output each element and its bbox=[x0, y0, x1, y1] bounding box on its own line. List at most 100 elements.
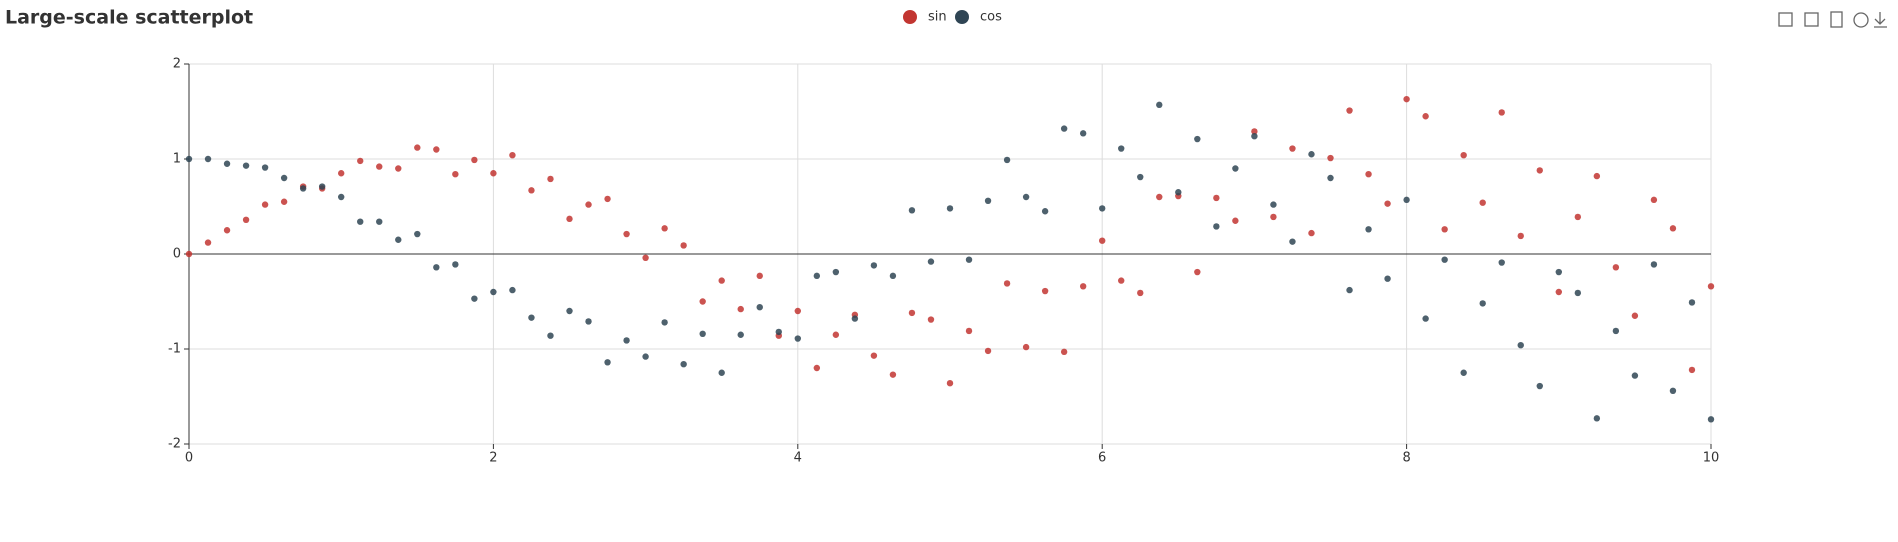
point bbox=[889, 371, 897, 378]
point bbox=[490, 170, 497, 177]
point bbox=[1688, 366, 1696, 374]
point bbox=[528, 187, 535, 194]
point bbox=[452, 171, 459, 178]
point bbox=[1175, 189, 1182, 196]
x-tick-label: 8 bbox=[1402, 451, 1410, 466]
y-tick-label: 1 bbox=[173, 152, 181, 167]
point bbox=[946, 205, 954, 212]
point bbox=[376, 163, 383, 170]
tool-save[interactable] bbox=[1874, 12, 1887, 28]
point bbox=[280, 198, 288, 205]
point bbox=[1060, 348, 1068, 356]
point bbox=[965, 327, 973, 335]
y-tick-label: -1 bbox=[168, 342, 181, 357]
point bbox=[642, 353, 649, 360]
y-tick-label: 2 bbox=[173, 57, 181, 72]
point bbox=[1365, 171, 1372, 178]
point bbox=[680, 361, 687, 368]
point bbox=[547, 332, 554, 339]
point bbox=[1650, 261, 1658, 268]
point bbox=[1041, 287, 1049, 295]
y-tick-label: 0 bbox=[173, 247, 181, 262]
point bbox=[832, 331, 840, 338]
point bbox=[1022, 343, 1030, 351]
point bbox=[1536, 167, 1543, 174]
point bbox=[1612, 264, 1620, 271]
point bbox=[1612, 327, 1620, 335]
point bbox=[927, 258, 935, 265]
point bbox=[1669, 225, 1677, 232]
point bbox=[1688, 299, 1696, 306]
point bbox=[261, 164, 269, 171]
point bbox=[223, 160, 231, 167]
tool-zoom[interactable] bbox=[1778, 12, 1793, 27]
tool-data-view[interactable] bbox=[1830, 11, 1843, 28]
point bbox=[1156, 101, 1163, 109]
point bbox=[1327, 154, 1334, 162]
point bbox=[1060, 125, 1068, 132]
series-0 bbox=[185, 95, 1715, 387]
point bbox=[1631, 372, 1639, 379]
x-tick-label: 4 bbox=[794, 451, 802, 466]
point bbox=[566, 307, 573, 315]
point bbox=[775, 328, 782, 336]
point bbox=[1593, 172, 1601, 180]
point bbox=[623, 230, 630, 238]
point bbox=[1555, 268, 1563, 276]
point bbox=[1003, 156, 1011, 164]
point bbox=[794, 307, 801, 315]
point bbox=[1118, 145, 1125, 152]
point bbox=[1327, 174, 1334, 182]
point bbox=[509, 152, 516, 159]
point bbox=[1593, 415, 1601, 422]
legend-label: cos bbox=[980, 10, 1002, 25]
point bbox=[1555, 288, 1563, 296]
point bbox=[870, 352, 878, 359]
point bbox=[1384, 200, 1391, 207]
point bbox=[376, 218, 383, 225]
point bbox=[1403, 196, 1410, 204]
point bbox=[680, 242, 687, 249]
point bbox=[547, 175, 554, 183]
point bbox=[927, 316, 935, 323]
point bbox=[1289, 238, 1296, 245]
point bbox=[756, 304, 763, 311]
point bbox=[984, 197, 992, 204]
point bbox=[1251, 128, 1258, 135]
point bbox=[1650, 196, 1658, 204]
x-tick-label: 6 bbox=[1098, 451, 1106, 466]
point bbox=[699, 298, 706, 305]
point bbox=[299, 185, 307, 192]
point bbox=[1137, 173, 1144, 181]
point bbox=[737, 331, 744, 338]
point bbox=[204, 155, 212, 163]
point bbox=[756, 272, 763, 280]
point bbox=[1631, 312, 1639, 319]
tool-restore[interactable] bbox=[1853, 12, 1869, 28]
point bbox=[1289, 145, 1296, 152]
point bbox=[185, 155, 193, 163]
point bbox=[1099, 205, 1106, 212]
point bbox=[908, 309, 916, 317]
point bbox=[1003, 280, 1011, 287]
point bbox=[832, 268, 840, 276]
point bbox=[1232, 217, 1239, 224]
tool-zoom-back[interactable] bbox=[1804, 12, 1819, 27]
y-tick-label: -2 bbox=[168, 437, 181, 452]
point bbox=[699, 330, 706, 337]
point bbox=[338, 193, 345, 201]
point bbox=[718, 277, 725, 284]
point bbox=[1213, 194, 1220, 202]
point bbox=[1156, 193, 1163, 201]
point bbox=[1422, 315, 1429, 322]
point bbox=[1137, 289, 1144, 297]
point bbox=[242, 162, 250, 169]
legend-marker bbox=[903, 10, 917, 24]
point bbox=[851, 315, 859, 322]
legend-label: sin bbox=[928, 10, 947, 25]
x-tick-label: 10 bbox=[1703, 451, 1720, 466]
point bbox=[452, 261, 459, 268]
point bbox=[204, 239, 212, 246]
